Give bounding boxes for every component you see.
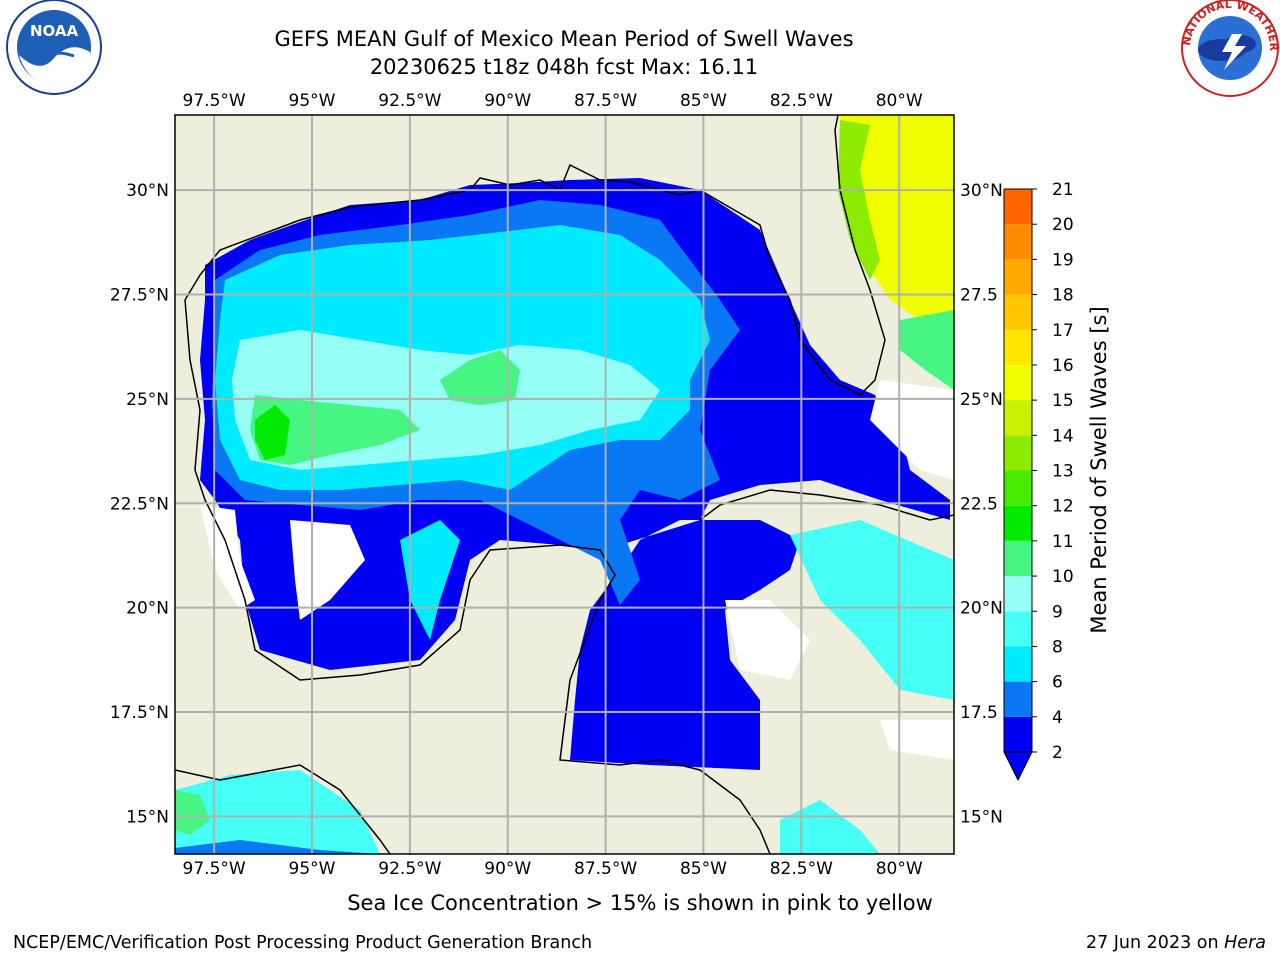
caribbean-south-level-6 xyxy=(780,800,880,854)
x-tick-label-bottom: 80°W xyxy=(876,859,923,879)
colorbar-segment xyxy=(1004,611,1032,647)
x-tick-label-bottom: 95°W xyxy=(289,859,336,879)
colorbar-tick-label: 17 xyxy=(1052,321,1074,341)
map-border xyxy=(174,114,955,855)
colorbar-segment xyxy=(1004,505,1032,541)
x-tick-labels-bottom: 97.5°W 95°W 92.5°W 90°W 87.5°W 85°W 82.5°W 80°W xyxy=(183,859,923,879)
x-tick-label-bottom: 90°W xyxy=(484,859,531,879)
credit-date-text: 27 Jun 2023 on xyxy=(1085,933,1225,953)
colorbar xyxy=(1003,188,1033,782)
colorbar-extend-min xyxy=(1003,751,1033,782)
noaa-logo-text: NOAA xyxy=(30,22,79,40)
y-tick-label-right: 22.5 xyxy=(960,494,998,514)
sea-ice-note: Sea Ice Concentration > 15% is shown in … xyxy=(347,891,933,915)
colorbar-tick-label: 15 xyxy=(1052,391,1074,411)
credit-machine: Hera xyxy=(1224,933,1266,953)
colorbar-segment xyxy=(1004,224,1032,260)
colorbar-tick-label: 2 xyxy=(1052,743,1063,763)
colorbar-segment xyxy=(1004,540,1032,577)
y-tick-label-right: 27.5 xyxy=(960,286,998,306)
map-panel xyxy=(175,115,954,854)
noaa-logo: NOAA xyxy=(6,0,102,95)
credit-branch: NCEP/EMC/Verification Post Processing Pr… xyxy=(13,933,593,953)
colorbar-segment xyxy=(1004,646,1032,682)
atlantic-level-12 xyxy=(838,120,880,280)
x-tick-label-bottom: 82.5°W xyxy=(770,859,833,879)
credit-date: 27 Jun 2023 on Hera xyxy=(1086,933,1266,953)
atlantic-level-10 xyxy=(900,310,954,390)
y-tick-label-right: 20°N xyxy=(960,599,1003,619)
colorbar-segment xyxy=(1004,576,1032,612)
y-tick-label-left: 20°N xyxy=(126,599,169,619)
y-tick-label-right: 17.5 xyxy=(960,703,998,723)
x-tick-label-bottom: 92.5°W xyxy=(378,859,441,879)
y-tick-label-right: 25°N xyxy=(960,390,1003,410)
gridlines xyxy=(175,115,954,854)
y-tick-label-left: 15°N xyxy=(126,807,169,827)
y-tick-label-left: 22.5°N xyxy=(110,494,169,514)
x-tick-label-top: 90°W xyxy=(484,91,531,111)
campeche-nodata xyxy=(290,520,365,620)
colorbar-tick-label: 10 xyxy=(1052,567,1074,587)
caribbean-level-6 xyxy=(790,520,954,700)
colorbar-segment xyxy=(1004,400,1032,436)
colorbar-tick-label: 11 xyxy=(1052,532,1074,552)
colorbar-tick-label: 19 xyxy=(1052,250,1074,270)
colorbar-segment xyxy=(1004,294,1032,330)
colorbar-tick-label: 18 xyxy=(1052,286,1074,306)
y-tick-label-left: 17.5°N xyxy=(110,703,169,723)
colorbar-segment xyxy=(1004,470,1032,506)
gulf-level-9b xyxy=(440,350,520,405)
colorbar-segment xyxy=(1004,329,1032,365)
y-tick-label-right: 30°N xyxy=(960,181,1003,201)
y-tick-label-left: 27.5°N xyxy=(110,286,169,306)
campeche-light xyxy=(400,520,460,640)
colorbar-tick-label: 14 xyxy=(1052,426,1074,446)
gulf-level-9 xyxy=(250,395,420,465)
colorbar-tick-label: 20 xyxy=(1052,215,1074,235)
pacific-level-9 xyxy=(175,790,210,835)
x-tick-label-top: 82.5°W xyxy=(770,91,833,111)
x-tick-labels-top: 97.5°W 95°W 92.5°W 90°W 87.5°W 85°W 82.5°W 80°W xyxy=(183,91,923,111)
y-tick-label-left: 30°N xyxy=(126,181,169,201)
x-tick-label-bottom: 97.5°W xyxy=(183,859,246,879)
colorbar-tick-label: 12 xyxy=(1052,497,1074,517)
chart-title: GEFS MEAN Gulf of Mexico Mean Period of … xyxy=(274,27,854,51)
colorbar-segment xyxy=(1004,189,1032,225)
colorbar-label: Mean Period of Swell Waves [s] xyxy=(1087,306,1111,633)
x-tick-label-bottom: 85°W xyxy=(680,859,727,879)
pacific-level-4 xyxy=(175,840,380,854)
colorbar-tick-label: 16 xyxy=(1052,356,1074,376)
colorbar-tick-labels: 2 4 6 8 9 10 11 12 13 14 15 16 17 18 19 20 21 xyxy=(1032,180,1074,763)
x-tick-label-bottom: 87.5°W xyxy=(574,859,637,879)
colorbar-segment xyxy=(1004,435,1032,471)
bahamas-nodata xyxy=(870,380,954,480)
colorbar-tick-label: 4 xyxy=(1052,708,1063,728)
colorbar-segment xyxy=(1004,259,1032,295)
atlantic-level-14 xyxy=(840,115,954,320)
colorbar-segment xyxy=(1004,364,1032,401)
colorbar-tick-label: 8 xyxy=(1052,637,1063,657)
colorbar-tick-label: 13 xyxy=(1052,462,1074,482)
y-tick-labels-left: 15°N 17.5°N 20°N 22.5°N 25°N 27.5°N 30°N xyxy=(110,181,169,827)
y-tick-label-right: 15°N xyxy=(960,807,1003,827)
pacific-level-6 xyxy=(175,770,380,854)
chart-subtitle: 20230625 t18z 048h fcst Max: 16.11 xyxy=(369,55,759,79)
colorbar-tick-label: 21 xyxy=(1052,180,1074,200)
colorbar-segment xyxy=(1004,716,1032,752)
x-tick-label-top: 85°W xyxy=(680,91,727,111)
caribbean-nodata xyxy=(725,600,810,680)
colorbar-tick-label: 9 xyxy=(1052,602,1063,622)
colorbar-tick-label: 6 xyxy=(1052,673,1063,693)
gulf-level-10 xyxy=(255,405,290,460)
x-tick-label-top: 97.5°W xyxy=(183,91,246,111)
x-tick-label-top: 92.5°W xyxy=(378,91,441,111)
y-tick-labels-right: 15°N 17.5 20°N 22.5 25°N 27.5 30°N xyxy=(960,181,1003,827)
x-tick-label-top: 87.5°W xyxy=(574,91,637,111)
y-tick-label-left: 25°N xyxy=(126,390,169,410)
x-tick-label-top: 95°W xyxy=(289,91,336,111)
colorbar-segment xyxy=(1004,681,1032,717)
x-tick-label-top: 80°W xyxy=(876,91,923,111)
